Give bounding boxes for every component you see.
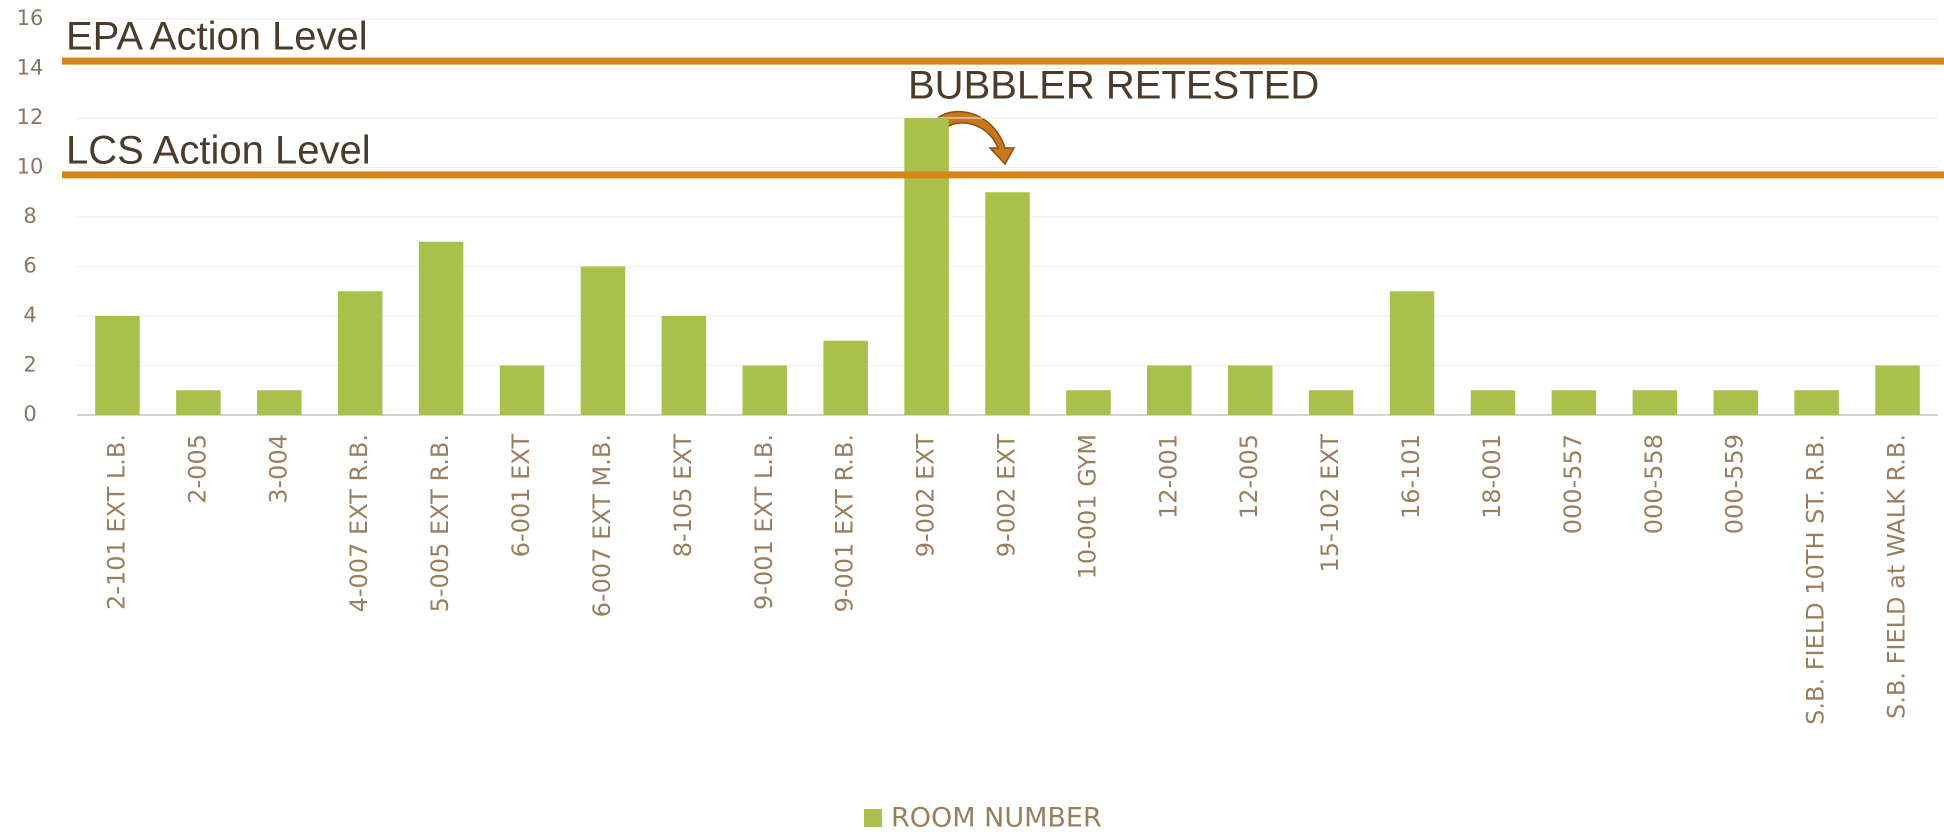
x-tick-label: S.B. FIELD at WALK R.B. (1883, 434, 1911, 719)
x-tick-label: 16-101 (1397, 434, 1425, 519)
x-tick-label: 4-007 EXT R.B. (345, 434, 373, 612)
bar (257, 390, 302, 415)
bar (176, 390, 221, 415)
bar (95, 316, 140, 415)
annotation: BUBBLER RETESTED (908, 64, 1319, 108)
y-tick-label: 0 (23, 402, 36, 426)
bar (1470, 390, 1516, 415)
reference-label: LCS Action Level (66, 128, 371, 172)
bar (985, 192, 1030, 415)
bar (1632, 390, 1678, 415)
x-tick-label: 8-105 EXT (669, 434, 697, 558)
bar (337, 291, 383, 415)
x-tick-label: 15-102 EXT (1316, 434, 1344, 573)
x-tick-label: S.B. FIELD 10TH ST. R.B. (1802, 434, 1830, 725)
x-tick-label: 5-005 EXT R.B. (426, 434, 454, 612)
y-tick-label: 16 (17, 6, 44, 30)
x-tick-label: 12-005 (1235, 434, 1263, 519)
x-tick-label: 6-007 EXT M.B. (588, 434, 616, 617)
y-tick-label: 8 (23, 204, 36, 228)
bar (1875, 365, 1920, 415)
bar (904, 118, 949, 415)
bar (499, 365, 545, 415)
reference-label: EPA Action Level (66, 15, 368, 59)
y-tick-label: 2 (23, 353, 36, 377)
bar (1713, 390, 1758, 415)
x-tick-label: 6-001 EXT (507, 434, 535, 558)
y-tick-label: 10 (17, 155, 44, 179)
x-tick-label: 3-004 (264, 434, 292, 504)
x-tick-label: 000-557 (1559, 434, 1587, 534)
bar (823, 340, 868, 415)
x-tick-label: 2-101 EXT L.B. (102, 434, 130, 610)
bar (418, 241, 464, 415)
bar (742, 365, 788, 415)
x-tick-label: 9-002 EXT (993, 434, 1021, 558)
y-tick-label: 4 (23, 303, 36, 327)
legend-label: ROOM NUMBER (891, 803, 1102, 834)
bar (1227, 365, 1273, 415)
x-tick-label: 12-001 (1154, 434, 1182, 519)
y-tick-label: 6 (23, 254, 36, 278)
x-tick-label: 000-558 (1640, 434, 1668, 534)
x-tick-label: 2-005 (183, 434, 211, 504)
bar (1794, 390, 1839, 415)
x-tick-label: 000-559 (1721, 434, 1749, 534)
bar (1066, 390, 1111, 415)
bar (1389, 291, 1435, 415)
legend-swatch (864, 809, 882, 827)
x-tick-label: 9-001 EXT L.B. (750, 434, 778, 610)
x-tick-label: 10-001 GYM (1073, 434, 1101, 579)
bar (661, 316, 707, 415)
bar (1147, 365, 1192, 415)
bar (1551, 390, 1597, 415)
y-tick-label: 14 (17, 56, 44, 80)
x-tick-label: 18-001 (1478, 434, 1506, 519)
x-tick-label: 9-002 EXT (912, 434, 940, 558)
y-tick-label: 12 (17, 105, 44, 129)
bar (580, 266, 626, 415)
bar (1308, 390, 1354, 415)
x-tick-label: 9-001 EXT R.B. (831, 434, 859, 612)
